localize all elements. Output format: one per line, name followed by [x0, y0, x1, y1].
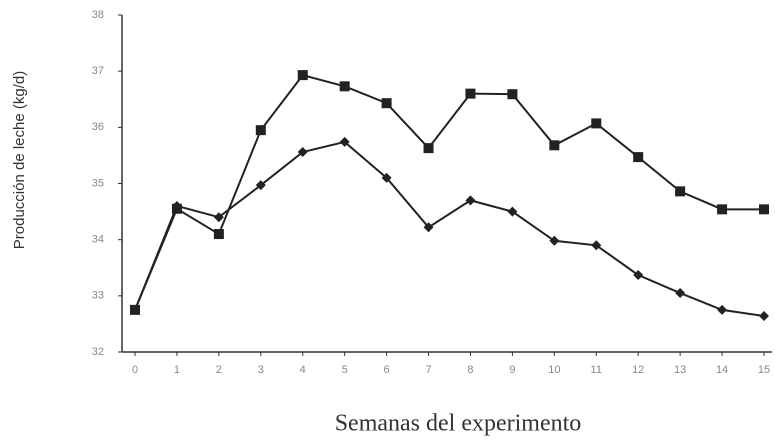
y-tick-label: 38 [92, 9, 104, 21]
x-tick-label: 6 [384, 364, 390, 376]
marker-diamond [717, 304, 728, 315]
y-tick-label: 35 [92, 177, 104, 189]
x-tick-label: 2 [216, 364, 222, 376]
marker-square [759, 204, 769, 215]
marker-diamond [465, 195, 476, 206]
x-tick-label: 5 [342, 364, 348, 376]
x-tick-label: 0 [132, 364, 138, 376]
y-tick-label: 37 [92, 65, 104, 77]
x-tick-label: 7 [425, 364, 431, 376]
marker-square [549, 140, 560, 151]
x-tick-label: 4 [300, 364, 306, 376]
marker-diamond [297, 147, 308, 158]
x-tick-label: 15 [758, 364, 770, 376]
marker-diamond [423, 222, 434, 233]
y-tick-label: 34 [92, 234, 104, 246]
y-tick-label: 33 [92, 290, 104, 302]
marker-diamond [759, 311, 769, 322]
x-tick-label: 13 [674, 364, 686, 376]
x-axis-label: Semanas del experimento [335, 411, 582, 437]
x-tick-label: 9 [509, 364, 515, 376]
marker-diamond [130, 304, 140, 315]
marker-diamond [381, 172, 392, 183]
marker-square [423, 143, 434, 154]
y-axis-label: Producción de leche (kg/d) [11, 71, 28, 249]
y-tick-label: 32 [92, 346, 104, 358]
marker-square [465, 88, 476, 99]
x-tick-label: 10 [548, 364, 560, 376]
marker-square [339, 81, 350, 92]
marker-diamond [339, 136, 350, 147]
marker-diamond [171, 200, 182, 211]
marker-diamond [507, 206, 518, 217]
marker-diamond [549, 235, 560, 246]
marker-diamond [255, 180, 266, 191]
marker-square [591, 118, 602, 129]
x-tick-label: 14 [716, 364, 728, 376]
marker-square [297, 70, 308, 81]
marker-square [507, 89, 518, 100]
x-tick-label: 12 [632, 364, 644, 376]
marker-diamond [633, 270, 644, 281]
marker-diamond [591, 240, 602, 251]
marker-square [213, 229, 224, 240]
y-tick-label: 36 [92, 121, 104, 133]
marker-square [717, 204, 728, 215]
marker-square [633, 152, 644, 163]
marker-diamond [213, 212, 224, 223]
x-tick-label: 1 [174, 364, 180, 376]
marker-square [675, 186, 686, 197]
series-line [134, 73, 764, 311]
series-line [134, 140, 765, 318]
x-tick-label: 11 [591, 364, 602, 376]
marker-square [381, 98, 392, 109]
x-tick-label: 8 [467, 364, 473, 376]
x-tick-label: 3 [258, 364, 264, 376]
marker-square [255, 125, 266, 136]
marker-diamond [675, 288, 686, 299]
